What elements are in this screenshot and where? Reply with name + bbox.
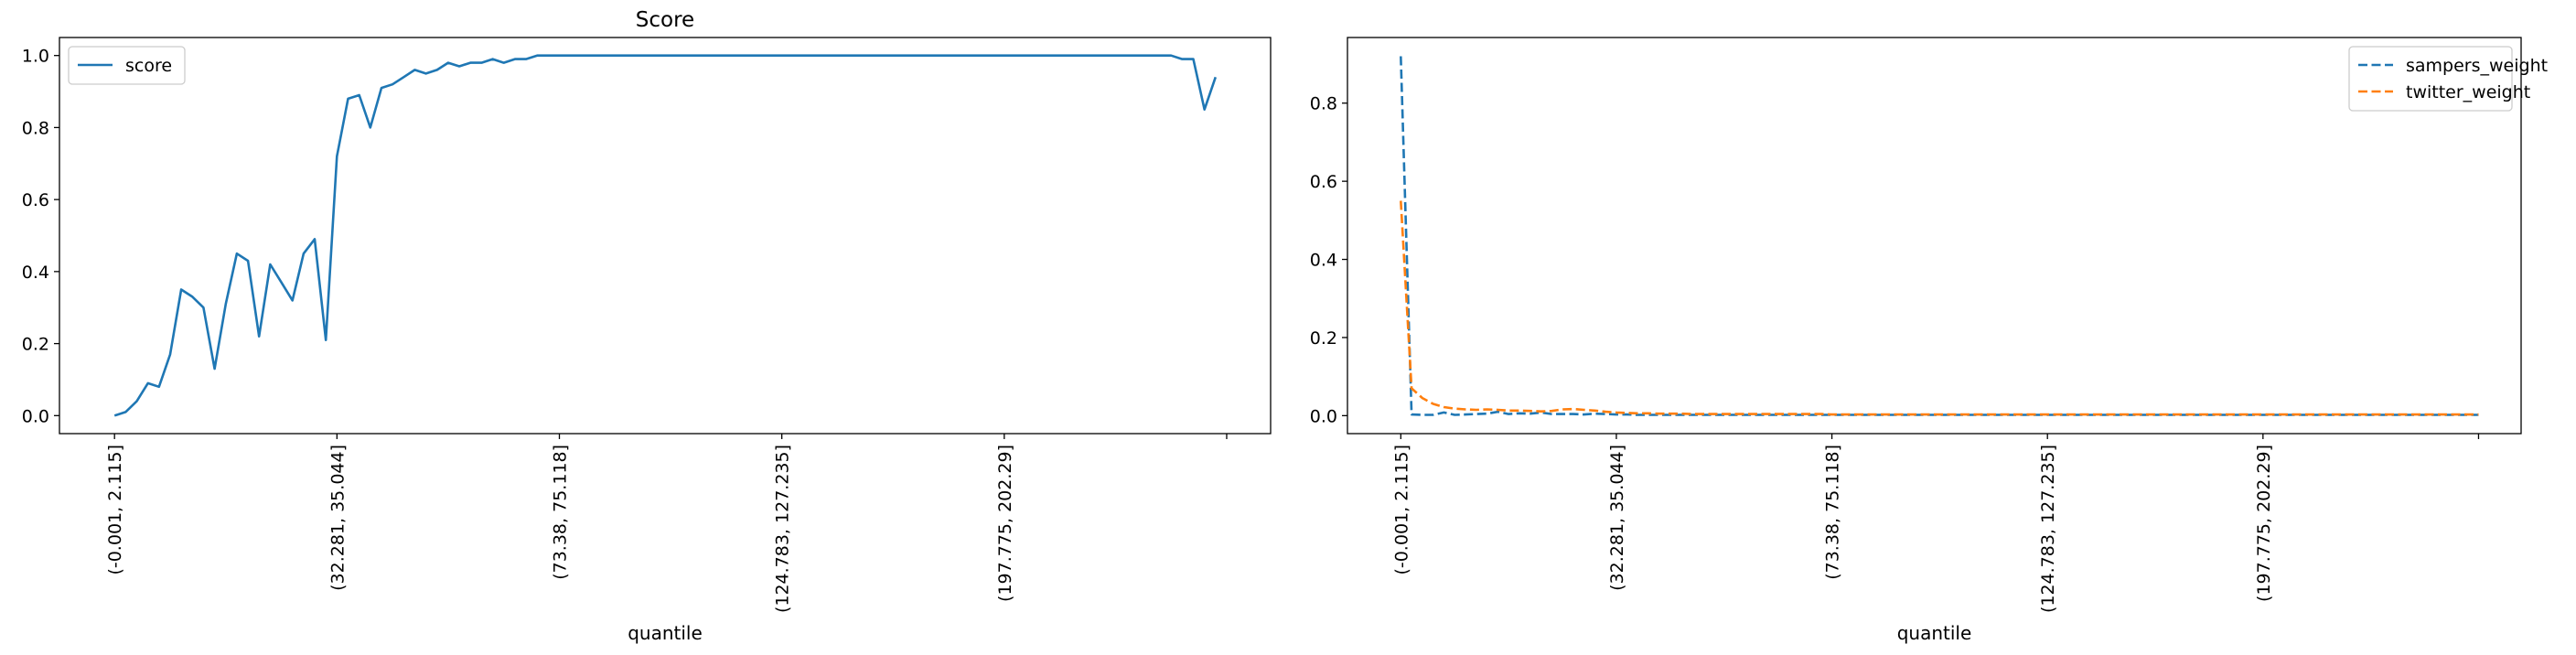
x-tick-label: (-0.001, 2.115] — [105, 445, 125, 575]
x-tick-label: (-0.001, 2.115] — [1391, 445, 1411, 575]
legend-label: score — [125, 56, 172, 76]
chart-title: Score — [636, 8, 694, 32]
x-axis-label: quantile — [628, 622, 703, 644]
y-tick-label: 0.8 — [22, 118, 49, 138]
y-tick-label: 0.0 — [22, 406, 49, 426]
legend-box — [68, 46, 186, 85]
chart-panel-1: Score 0.0 0.2 0.4 0.6 0.8 1.0 (-0.001, 2.115] (3… — [22, 8, 1272, 644]
x-axis-label: quantile — [1897, 622, 1972, 644]
x-tick-label: (73.38, 75.118] — [1823, 445, 1843, 580]
y-tick-label: 0.6 — [1310, 172, 1337, 192]
y-tick-label: 1.0 — [22, 47, 49, 67]
legend: score — [68, 46, 186, 85]
x-tick-label: (197.775, 202.29] — [2254, 445, 2274, 602]
x-tick-label: (73.38, 75.118] — [550, 445, 570, 580]
y-tick-label: 0.8 — [1310, 94, 1337, 114]
x-tick-label: (32.281, 35.044] — [1607, 445, 1627, 591]
axes-frame — [59, 37, 1272, 435]
series-line-sampers_weight — [1400, 56, 2479, 416]
y-tick-label: 0.6 — [22, 190, 49, 210]
y-tick-label: 0.2 — [22, 335, 49, 355]
legend-box — [2348, 46, 2513, 112]
legend-label: twitter_weight — [2406, 82, 2530, 102]
chart-panel-2: 0.0 0.2 0.4 0.6 0.8 (-0.001, 2.115] (32.281, 3… — [1310, 37, 2548, 644]
y-tick-label: 0.2 — [1310, 328, 1337, 349]
legend-label: sampers_weight — [2406, 56, 2548, 76]
x-tick-label: (124.783, 127.235] — [773, 445, 793, 613]
y-tick-label: 0.4 — [22, 263, 49, 283]
y-tick-label: 0.0 — [1310, 406, 1337, 426]
axes-frame — [1347, 37, 2522, 435]
x-tick-label: (197.775, 202.29] — [995, 445, 1015, 602]
series-line-twitter_weight — [1400, 200, 2479, 416]
x-tick-label: (124.783, 127.235] — [2038, 445, 2058, 613]
x-tick-label: (32.281, 35.044] — [327, 445, 348, 591]
series-line-score — [113, 54, 1218, 417]
legend: sampers_weight twitter_weight — [2348, 46, 2548, 112]
y-tick-label: 0.4 — [1310, 251, 1337, 271]
